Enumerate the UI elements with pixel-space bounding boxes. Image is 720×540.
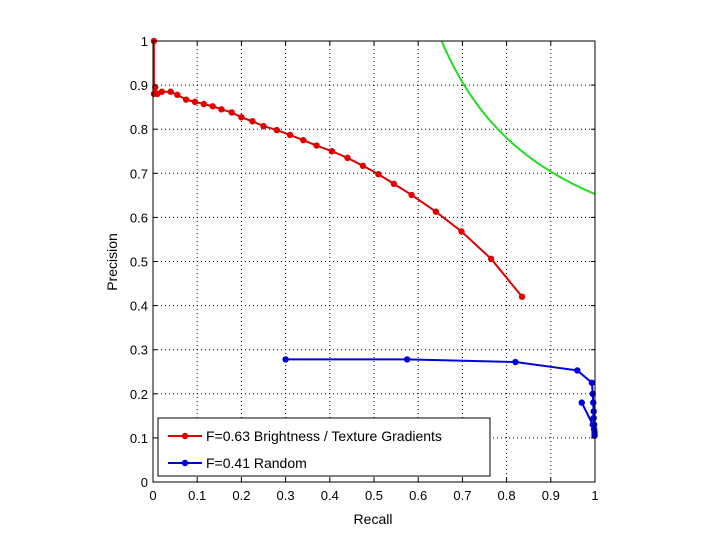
data-point <box>590 414 597 422</box>
x-tick-label: 0 <box>149 488 156 503</box>
x-tick-label: 0.7 <box>453 488 471 503</box>
legend-label: F=0.63 Brightness / Texture Gradients <box>206 428 442 444</box>
data-point <box>344 154 351 162</box>
y-tick-label: 1 <box>141 34 148 49</box>
y-tick-label: 0.1 <box>130 431 148 446</box>
x-tick-label: 0.4 <box>321 488 339 503</box>
y-tick-label: 0.9 <box>130 78 148 93</box>
legend-marker <box>181 432 189 440</box>
data-point <box>487 255 495 263</box>
iso-f-curve-layer <box>440 41 595 195</box>
data-point <box>238 114 245 121</box>
y-tick-label: 0.5 <box>130 255 148 270</box>
iso-f-curve <box>440 41 595 195</box>
x-tick-label: 0.6 <box>409 488 427 503</box>
x-axis-ticks: 0 0.1 0.2 0.3 0.4 0.5 0.6 0.7 0.8 0.9 1 <box>149 41 599 503</box>
data-point <box>158 88 166 95</box>
data-point <box>182 96 190 103</box>
data-point <box>408 191 415 199</box>
y-tick-label: 0.2 <box>130 387 148 402</box>
legend-label: F=0.41 Random <box>206 455 307 471</box>
data-point <box>218 106 225 113</box>
data-point <box>375 170 382 178</box>
data-point <box>273 126 280 134</box>
data-point <box>518 293 526 300</box>
data-point <box>589 421 596 428</box>
data-point <box>313 142 320 149</box>
legend-box <box>157 417 491 477</box>
data-point <box>228 109 235 116</box>
y-axis-ticks: 0 0.1 0.2 0.3 0.4 0.5 0.6 0.7 0.8 0.9 1 <box>130 34 595 490</box>
data-point <box>300 137 307 144</box>
x-tick-label: 0.3 <box>277 488 295 503</box>
y-tick-label: 0 <box>141 475 148 490</box>
gridlines <box>153 41 595 482</box>
data-point <box>282 356 289 363</box>
y-tick-label: 0.3 <box>130 343 148 358</box>
y-tick-label: 0.8 <box>130 122 148 137</box>
x-tick-label: 0.9 <box>542 488 560 503</box>
y-tick-label: 0.7 <box>130 166 148 181</box>
y-axis-label: Precision <box>104 233 120 291</box>
data-point <box>191 98 199 106</box>
data-point <box>574 367 581 374</box>
data-point <box>403 356 411 363</box>
data-point <box>328 148 336 155</box>
data-point <box>167 88 174 95</box>
x-axis-label: Recall <box>354 511 393 527</box>
data-point <box>578 399 585 406</box>
data-point <box>458 228 465 235</box>
data-point <box>590 408 597 415</box>
data-point <box>249 118 256 125</box>
data-point <box>390 180 398 188</box>
x-tick-label: 0.2 <box>232 488 250 503</box>
series-0 <box>150 37 526 300</box>
data-point <box>432 208 440 215</box>
x-tick-label: 0.5 <box>365 488 383 503</box>
data-point <box>359 162 367 170</box>
data-point <box>512 358 519 366</box>
data-point <box>260 122 267 130</box>
y-tick-label: 0.6 <box>130 210 148 225</box>
x-tick-label: 1 <box>591 488 598 503</box>
data-point <box>152 84 159 91</box>
legend: F=0.63 Brightness / Texture Gradients F=0… <box>157 417 491 477</box>
x-tick-label: 0.8 <box>498 488 516 503</box>
x-tick-label: 0.1 <box>188 488 206 503</box>
y-tick-label: 0.4 <box>130 299 148 314</box>
data-point <box>200 100 208 108</box>
data-point <box>588 379 596 386</box>
data-point <box>174 91 181 99</box>
legend-marker <box>181 459 189 467</box>
data-point <box>209 103 216 110</box>
data-point <box>286 131 294 139</box>
